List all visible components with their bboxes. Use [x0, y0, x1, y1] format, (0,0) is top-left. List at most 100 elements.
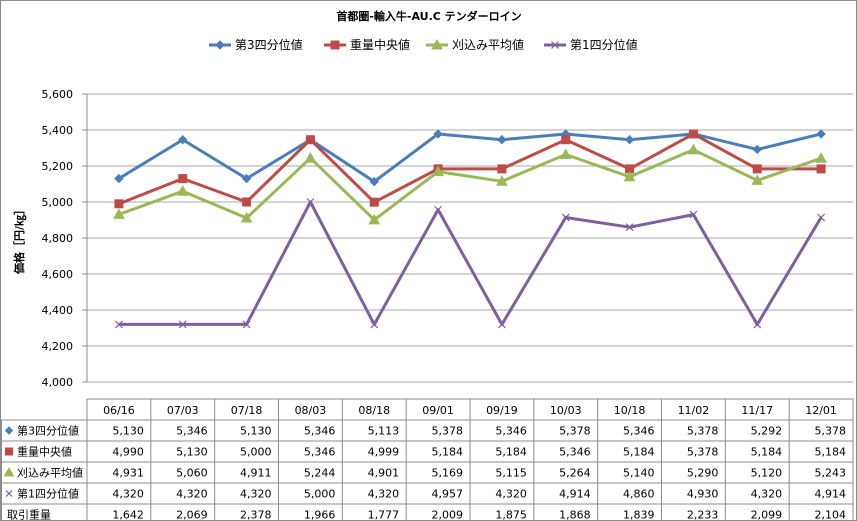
series-line: [118, 132, 822, 184]
legend-item: 第3四分位値: [209, 37, 303, 52]
data-point: [752, 144, 762, 155]
table-cell: 4,320: [368, 488, 400, 501]
legend-label: 第1四分位値: [570, 37, 638, 52]
table-cell: 4,320: [112, 488, 144, 501]
table-cell: 2,069: [176, 509, 208, 521]
y-axis-label: 価格［円/㎏］: [12, 204, 27, 275]
data-point: [432, 165, 444, 177]
series-4: [114, 198, 826, 329]
x-tick-label: 07/18: [231, 404, 263, 417]
data-point: [753, 320, 762, 329]
x-tick-label: 08/03: [295, 404, 327, 417]
table-cell: 5,378: [687, 425, 719, 438]
table-row-label: 第1四分位値: [17, 487, 79, 501]
table-cell: 5,378: [687, 446, 719, 459]
table-cell: 4,911: [240, 467, 272, 480]
data-point: [433, 129, 443, 139]
series-line: [118, 200, 823, 326]
data-point: [625, 223, 634, 232]
plot-area: [113, 129, 827, 329]
data-point: [688, 129, 698, 139]
data-point: [561, 213, 570, 222]
series-3: [113, 143, 827, 225]
chart-title: 首都圏-輸入牛-AU.C テンダーロイン: [336, 9, 521, 23]
table-cell: 5,346: [495, 425, 527, 438]
table-cell: 5,140: [623, 467, 655, 480]
series-2: [114, 129, 826, 209]
legend-marker: [330, 40, 340, 50]
data-point: [369, 197, 379, 207]
table-cell: 1,642: [112, 509, 144, 521]
table-cell: 5,130: [240, 425, 272, 438]
table-cell: 5,346: [176, 425, 208, 438]
table-cell: 4,957: [432, 488, 464, 501]
table-row: 刈込み平均値 4,931 5,060 4,911 5,244 4,901 5,169 5,11…: [3, 467, 846, 480]
y-tick-label: 5,000: [42, 196, 74, 209]
table-cell: 5,120: [751, 467, 783, 480]
table-cell: 1,875: [495, 509, 527, 521]
x-tick-label: 06/16: [103, 404, 135, 417]
data-point: [242, 320, 251, 329]
data-point: [817, 213, 826, 222]
data-point: [559, 148, 572, 159]
table-cell: 2,099: [751, 509, 783, 521]
table-cell: 1,839: [623, 509, 655, 521]
table-cell: 5,184: [815, 446, 847, 459]
x-tick-label: 11/17: [741, 404, 773, 417]
table-legend-key: [5, 447, 13, 456]
legend-marker: [551, 41, 559, 49]
x-tick-label: 10/03: [550, 404, 582, 417]
data-point: [369, 176, 379, 187]
data-point: [178, 320, 187, 329]
legend-marker: [215, 40, 225, 50]
data-point: [114, 199, 124, 209]
table-cell: 4,901: [368, 467, 400, 480]
table-row: 第3四分位値 5,130 5,346 5,130 5,346 5,113 5,378 5,34…: [4, 424, 847, 438]
table-row-label: 第3四分位値: [17, 424, 79, 438]
data-point: [113, 208, 125, 219]
data-point: [816, 164, 826, 174]
table-cell: 5,346: [304, 425, 336, 438]
legend-item: 第1四分位値: [544, 37, 638, 52]
table-cell: 5,130: [112, 425, 144, 438]
y-tick-label: 5,600: [42, 88, 74, 101]
table-cell: 4,990: [112, 446, 144, 459]
data-point: [368, 213, 381, 225]
gridlines: [87, 93, 853, 383]
data-point: [306, 198, 315, 206]
table-cell: 5,378: [815, 425, 847, 438]
table-cell: 5,290: [687, 467, 719, 480]
legend-label: 第3四分位値: [235, 37, 303, 52]
data-point: [687, 143, 700, 155]
table-legend-key: [4, 426, 14, 435]
table-cell: 4,931: [112, 467, 144, 480]
table-cell: 2,104: [815, 509, 847, 521]
y-tick-label: 4,200: [42, 340, 74, 353]
y-tick-label: 4,600: [42, 268, 74, 281]
data-point: [752, 164, 762, 174]
x-tick-label: 09/19: [486, 404, 518, 417]
legend-label: 重量中央値: [350, 37, 410, 52]
data-point: [305, 135, 315, 145]
table-row: 取引重量 1,642 2,069 2,378 1,966 1,777 2,009 1,875 1…: [7, 508, 846, 521]
data-point: [496, 175, 508, 186]
y-axis: 4,000 4,200 4,400 4,600 4,800 5,000 5,200 5,400…: [42, 88, 88, 389]
x-tick-label: 08/18: [358, 404, 390, 417]
table-cell: 5,115: [495, 467, 527, 480]
legend-marker: [431, 38, 443, 50]
table-row: 第1四分位値 4,320 4,320 4,320 5,000 4,320 4,957 4,32…: [5, 487, 846, 501]
series-line: [118, 148, 822, 222]
x-tick-label: 09/01: [422, 404, 454, 417]
table-cell: 5,264: [559, 467, 591, 480]
table-cell: 1,966: [304, 509, 336, 521]
table-cell: 4,999: [368, 446, 400, 459]
data-point: [815, 152, 827, 163]
x-tick-label: 11/02: [678, 404, 710, 417]
table-cell: 5,184: [432, 446, 464, 459]
table-cell: 4,320: [240, 488, 272, 501]
table-cell: 5,000: [240, 446, 272, 459]
y-tick-label: 5,200: [42, 160, 74, 173]
table-cell: 5,346: [304, 446, 336, 459]
